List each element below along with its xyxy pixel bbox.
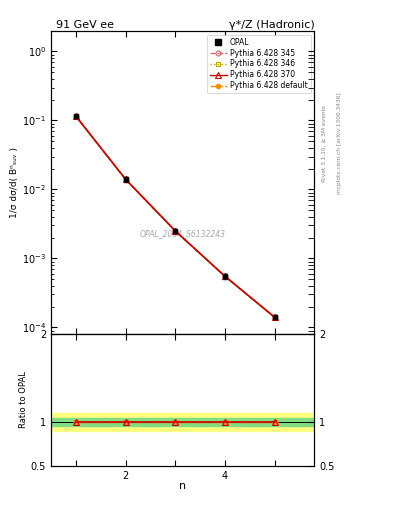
Text: mcplots.cern.ch [arXiv:1306.3436]: mcplots.cern.ch [arXiv:1306.3436] <box>338 93 342 194</box>
Legend: OPAL, Pythia 6.428 345, Pythia 6.428 346, Pythia 6.428 370, Pythia 6.428 default: OPAL, Pythia 6.428 345, Pythia 6.428 346… <box>207 34 310 93</box>
Text: 91 GeV ee: 91 GeV ee <box>56 20 114 30</box>
Y-axis label: Ratio to OPAL: Ratio to OPAL <box>19 372 28 429</box>
Text: OPAL_2004_S6132243: OPAL_2004_S6132243 <box>140 229 226 239</box>
Text: Rivet 3.1.10, ≥ 3M events: Rivet 3.1.10, ≥ 3M events <box>322 105 327 182</box>
Bar <box>51 418 314 426</box>
Text: γ*/Z (Hadronic): γ*/Z (Hadronic) <box>229 20 314 30</box>
Y-axis label: 1/σ dσ/d( Bⁿₛᵤᵥ ): 1/σ dσ/d( Bⁿₛᵤᵥ ) <box>10 147 19 218</box>
Bar <box>51 413 314 431</box>
X-axis label: n: n <box>179 481 186 491</box>
